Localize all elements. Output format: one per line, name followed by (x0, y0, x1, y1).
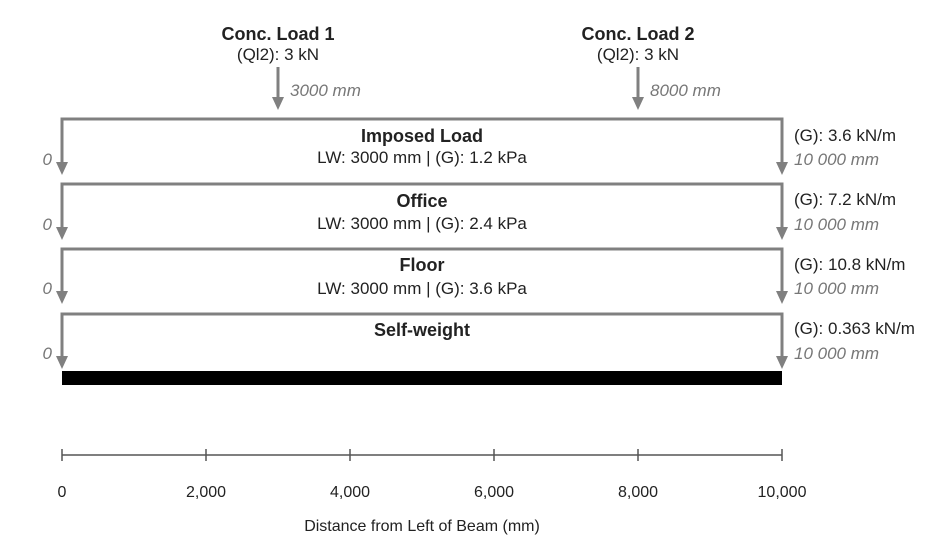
point-load-1-position: 3000 mm (290, 81, 361, 100)
self-weight-bracket (60, 312, 784, 360)
point-load-2: Conc. Load 2 (Ql2): 3 kN 8000 mm (581, 24, 721, 110)
axis-tick-label-1: 2,000 (186, 484, 226, 501)
self-weight-left-arrowhead (56, 356, 68, 369)
office-load-left-arrowhead (56, 227, 68, 240)
point-load-2-title: Conc. Load 2 (581, 24, 694, 44)
office-load-end: 10 000 mm (794, 215, 879, 234)
self-weight-title: Self-weight (374, 320, 470, 340)
point-load-1-value: (Ql2): 3 kN (237, 45, 319, 64)
floor-load-title: Floor (400, 255, 445, 275)
self-weight-line-load: (G): 0.363 kN/m (794, 319, 915, 338)
axis-tick-label-2: 4,000 (330, 484, 370, 501)
distance-axis: 0 2,000 4,000 6,000 8,000 10,000 Distance fro… (58, 449, 807, 535)
floor-load-line-load: (G): 10.8 kN/m (794, 255, 905, 274)
point-load-1-arrowhead (272, 97, 284, 110)
point-load-2-value: (Ql2): 3 kN (597, 45, 679, 64)
self-weight-start: 0 (43, 344, 53, 363)
axis-title: Distance from Left of Beam (mm) (304, 518, 540, 535)
office-load-detail: LW: 3000 mm | (G): 2.4 kPa (317, 214, 527, 233)
point-load-2-arrowhead (632, 97, 644, 110)
self-weight-right-arrowhead (776, 356, 788, 369)
floor-load-detail: LW: 3000 mm | (G): 3.6 kPa (317, 279, 527, 298)
imposed-load-line-load: (G): 3.6 kN/m (794, 126, 896, 145)
floor-load-end: 10 000 mm (794, 279, 879, 298)
imposed-load-start: 0 (43, 150, 53, 169)
office-load-right-arrowhead (776, 227, 788, 240)
floor-load-right-arrowhead (776, 291, 788, 304)
beam (62, 371, 782, 385)
imposed-load-end: 10 000 mm (794, 150, 879, 169)
office-load-bracket (60, 182, 784, 231)
office-load-line-load: (G): 7.2 kN/m (794, 190, 896, 209)
axis-tick-label-0: 0 (58, 484, 67, 501)
axis-ticks: 0 2,000 4,000 6,000 8,000 10,000 (58, 449, 807, 501)
office-load-start: 0 (43, 215, 53, 234)
distributed-load-office: Office LW: 3000 mm | (G): 2.4 kPa 0 (G):… (43, 182, 896, 240)
point-load-1: Conc. Load 1 (Ql2): 3 kN 3000 mm (221, 24, 361, 110)
imposed-load-left-arrowhead (56, 162, 68, 175)
floor-load-start: 0 (43, 279, 53, 298)
axis-tick-label-3: 6,000 (474, 484, 514, 501)
self-weight-end: 10 000 mm (794, 344, 879, 363)
imposed-load-bracket (60, 117, 784, 166)
distributed-load-floor: Floor LW: 3000 mm | (G): 3.6 kPa 0 (G): … (43, 247, 905, 304)
imposed-load-right-arrowhead (776, 162, 788, 175)
floor-load-left-arrowhead (56, 291, 68, 304)
axis-tick-label-4: 8,000 (618, 484, 658, 501)
imposed-load-detail: LW: 3000 mm | (G): 1.2 kPa (317, 148, 527, 167)
point-load-1-title: Conc. Load 1 (221, 24, 334, 44)
point-load-2-position: 8000 mm (650, 81, 721, 100)
office-load-title: Office (396, 191, 447, 211)
axis-tick-label-5: 10,000 (758, 484, 807, 501)
distributed-load-imposed: Imposed Load LW: 3000 mm | (G): 1.2 kPa … (43, 117, 896, 175)
floor-load-bracket (60, 247, 784, 295)
imposed-load-title: Imposed Load (361, 126, 483, 146)
distributed-load-self-weight: Self-weight 0 (G): 0.363 kN/m 10 000 mm (43, 312, 915, 369)
